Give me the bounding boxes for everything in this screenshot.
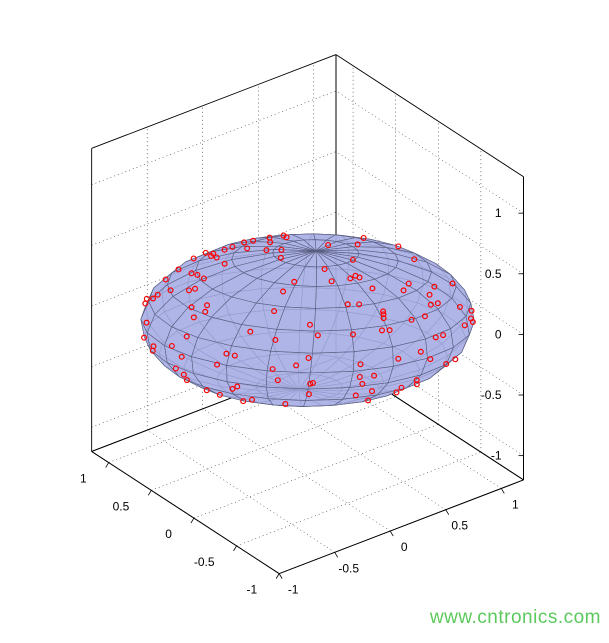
svg-text:-0.5: -0.5 (481, 388, 502, 402)
svg-text:1: 1 (495, 206, 502, 220)
svg-text:-1: -1 (491, 449, 502, 463)
svg-text:0: 0 (495, 327, 502, 341)
ellipsoid-surface (141, 234, 475, 407)
svg-text:-1: -1 (246, 583, 257, 597)
svg-text:0: 0 (165, 527, 172, 541)
svg-text:1: 1 (512, 497, 519, 511)
svg-text:1: 1 (80, 472, 87, 486)
3d-plot: -1 -0.5 0 0.5 1 -1 -0.5 0 0.5 1 -1 -0.5 0 0.5 1 (0, 0, 609, 643)
svg-text:0.5: 0.5 (113, 499, 130, 513)
svg-text:-1: -1 (288, 583, 299, 597)
svg-text:0.5: 0.5 (451, 519, 468, 533)
svg-text:-0.5: -0.5 (338, 561, 359, 575)
svg-text:-0.5: -0.5 (194, 555, 215, 569)
svg-text:0.5: 0.5 (485, 267, 502, 281)
figure-container: -1-0.500.51-1-0.500.51-1-0.500.51 www.cn… (0, 0, 609, 643)
svg-text:0: 0 (401, 540, 408, 554)
